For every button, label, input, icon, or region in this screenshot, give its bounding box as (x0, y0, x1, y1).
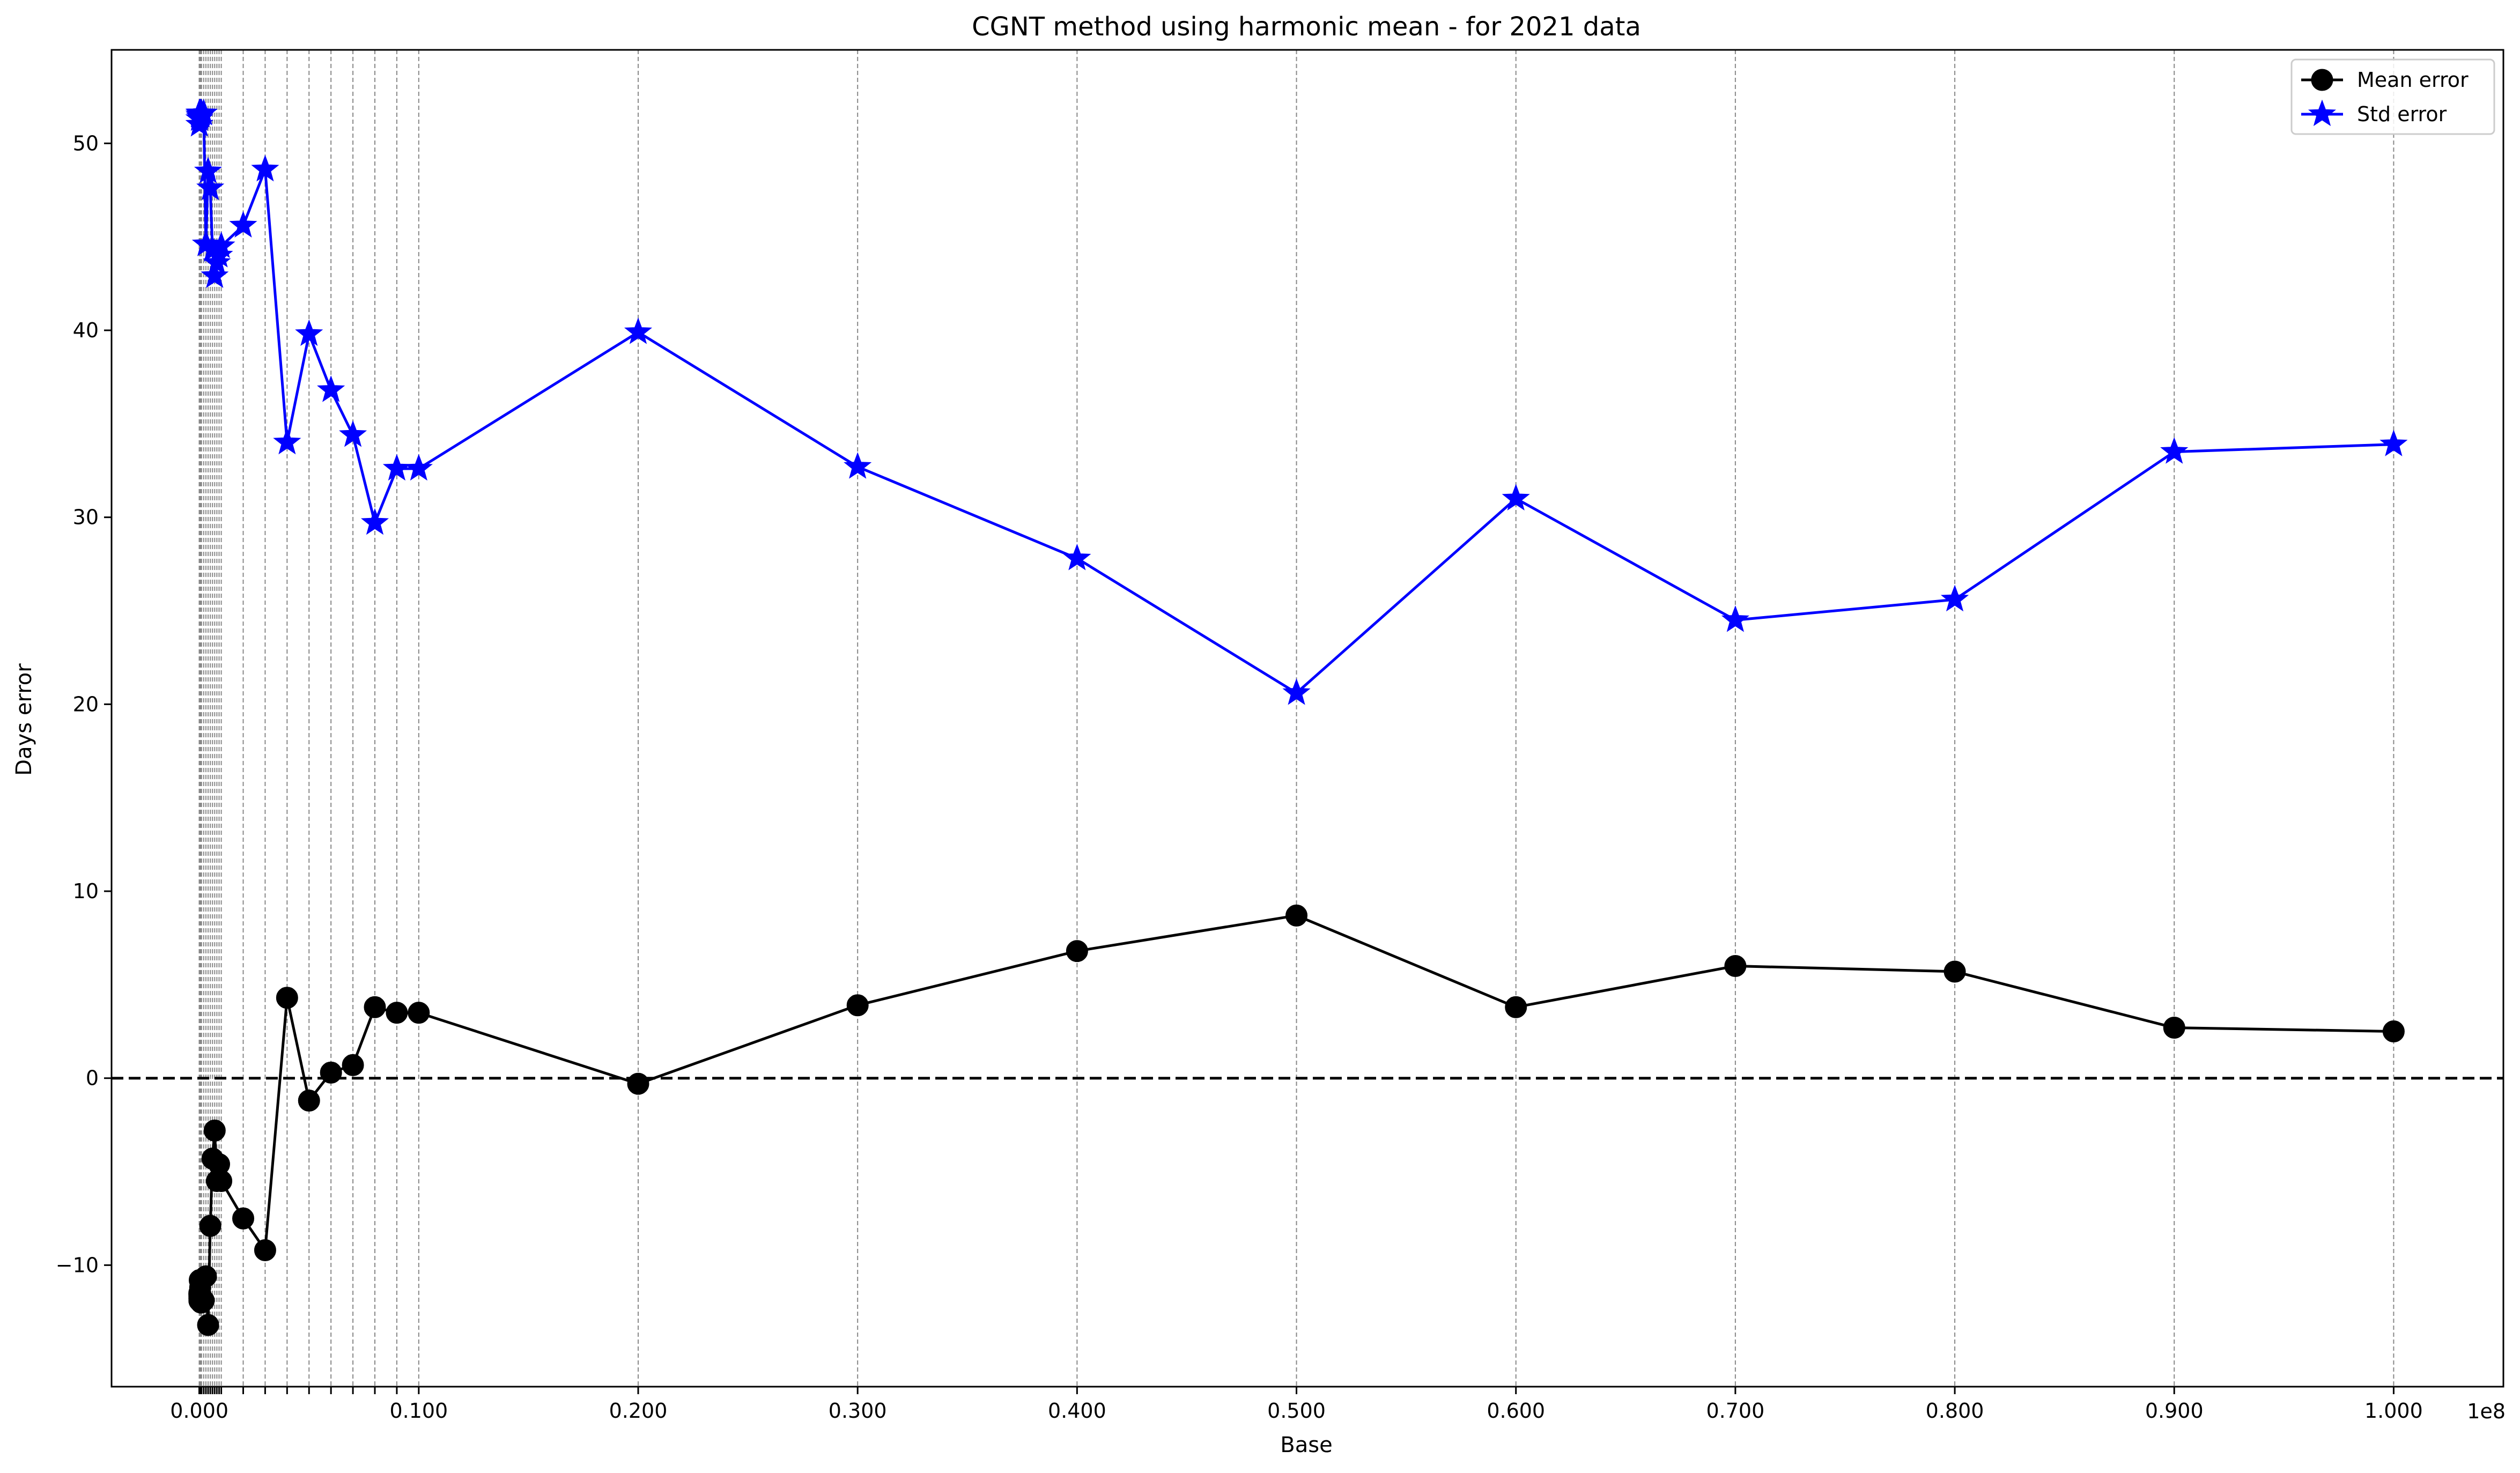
x-tick-label: 0.700 (1706, 1399, 1764, 1423)
x-tick-label: 1.000 (2364, 1399, 2423, 1423)
mean-error-point (1505, 996, 1527, 1018)
y-axis-ticks: −10 0 10 20 30 40 50 (56, 131, 112, 1277)
std-error-point (273, 427, 301, 455)
y-axis-label: Days error (12, 663, 36, 776)
std-error-point (1721, 605, 1749, 632)
mean-error-point (846, 994, 869, 1017)
mean-error-legend-marker (2311, 69, 2333, 91)
std-error-legend-marker (2308, 99, 2337, 127)
mean-error-point (254, 1239, 276, 1261)
mean-error-point (1943, 960, 1966, 983)
x-tick-label: 0.100 (389, 1399, 448, 1423)
mean-error-point (197, 1314, 219, 1336)
y-tick-label: 0 (86, 1067, 99, 1090)
x-tick-label: 0.800 (1926, 1399, 1984, 1423)
mean-error-point (203, 1119, 226, 1142)
y-tick-label: 30 (73, 506, 99, 529)
x-tick-label: 0.900 (2145, 1399, 2204, 1423)
std-error-point (201, 261, 229, 288)
x-axis-label: Base (1280, 1433, 1332, 1457)
std-error-point (194, 157, 223, 183)
std-error-legend-label: Std error (2357, 102, 2447, 126)
legend: Mean error Std error (2290, 58, 2495, 135)
std-error-point (1940, 584, 1969, 612)
std-error-point (1282, 678, 1311, 705)
y-tick-label: 40 (73, 319, 99, 342)
std-error-point (317, 375, 345, 402)
std-error-point (360, 508, 389, 535)
std-error-point (189, 99, 218, 125)
mean-error-series (188, 904, 2405, 1336)
mean-error-point (342, 1054, 364, 1076)
mean-error-point (210, 1169, 233, 1192)
x-tick-label: 0.000 (170, 1399, 228, 1423)
mean-error-point (1285, 904, 1308, 927)
mean-error-point (2163, 1017, 2185, 1039)
y-tick-label: −10 (56, 1253, 99, 1277)
mean-error-point (276, 987, 298, 1009)
y-tick-label: 10 (73, 879, 99, 903)
mean-error-point (199, 1215, 221, 1237)
x-axis-offset-label: 1e8 (2467, 1400, 2506, 1423)
mean-error-point (408, 1002, 430, 1024)
x-tick-label: 0.400 (1048, 1399, 1106, 1423)
mean-error-point (298, 1090, 320, 1112)
plot-frame (110, 49, 2504, 1388)
mean-error-point (1724, 954, 1747, 977)
mean-error-point (386, 1002, 408, 1024)
series-layer (185, 99, 2408, 1336)
std-error-point (1063, 543, 1091, 571)
mean-error-point (1066, 940, 1088, 963)
x-tick-label: 0.200 (609, 1399, 668, 1423)
std-error-point (1502, 484, 1530, 510)
mean-error-point (195, 1265, 217, 1287)
mean-error-legend-label: Mean error (2357, 68, 2469, 92)
mean-error-point (193, 1290, 215, 1312)
std-error-point (404, 454, 433, 481)
std-error-point (2379, 430, 2408, 456)
std-error-point (2160, 437, 2189, 464)
std-error-point (251, 154, 279, 182)
y-tick-label: 20 (73, 692, 99, 716)
mean-error-point (627, 1072, 649, 1095)
mean-error-point (320, 1061, 342, 1084)
y-tick-label: 50 (73, 131, 99, 155)
x-tick-label: 0.500 (1267, 1399, 1326, 1423)
x-axis-ticks: 0.000 0.100 0.200 0.300 0.400 0.500 0.600 0.700… (170, 1387, 2423, 1423)
mean-error-point (364, 996, 386, 1018)
std-error-point (229, 211, 257, 238)
std-error-point (196, 173, 225, 201)
mean-error-point (232, 1207, 255, 1230)
std-error-series (185, 99, 2408, 705)
std-error-point (295, 319, 323, 346)
std-error-point (339, 420, 367, 447)
std-error-point (624, 317, 653, 344)
x-tick-label: 0.600 (1487, 1399, 1545, 1423)
mean-error-point (2382, 1020, 2405, 1043)
vertical-gridlines (198, 50, 2395, 1387)
std-error-point (207, 231, 235, 258)
x-tick-label: 0.300 (829, 1399, 887, 1423)
chart-title: CGNT method using harmonic mean - for 20… (972, 12, 1641, 42)
std-error-point (844, 452, 872, 479)
std-error-point (205, 241, 233, 268)
